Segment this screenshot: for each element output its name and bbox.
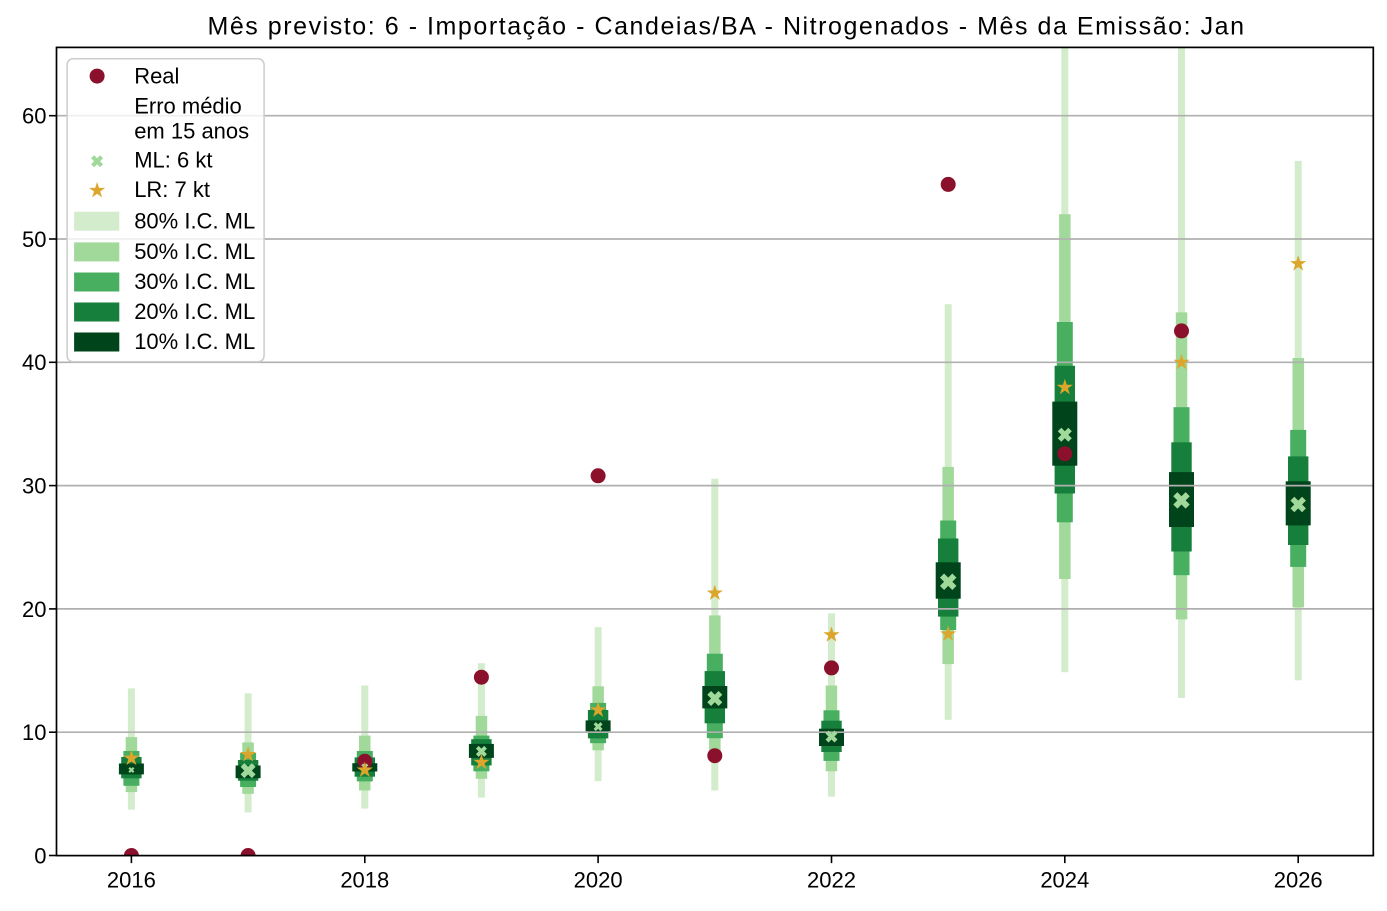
svg-text:ML: 6 kt: ML: 6 kt [134,148,212,173]
svg-text:0: 0 [34,843,46,868]
svg-text:50: 50 [22,227,46,252]
svg-text:Real: Real [134,64,179,89]
svg-text:2022: 2022 [807,868,856,893]
svg-text:2018: 2018 [340,868,389,893]
svg-text:2020: 2020 [574,868,623,893]
svg-text:80% I.C. ML: 80% I.C. ML [134,208,255,233]
svg-text:40: 40 [22,350,46,375]
svg-text:2024: 2024 [1040,868,1089,893]
svg-text:Mês previsto: 6 - Importação -: Mês previsto: 6 - Importação - Candeias/… [207,13,1245,41]
svg-text:30: 30 [22,474,46,499]
svg-text:30% I.C. ML: 30% I.C. ML [134,269,255,294]
svg-text:60: 60 [22,104,46,129]
svg-text:em 15 anos: em 15 anos [134,119,249,144]
svg-text:2026: 2026 [1274,868,1323,893]
svg-text:20% I.C. ML: 20% I.C. ML [134,299,255,324]
svg-text:10% I.C. ML: 10% I.C. ML [134,329,255,354]
svg-text:10: 10 [22,720,46,745]
svg-text:20: 20 [22,597,46,622]
svg-text:50% I.C. ML: 50% I.C. ML [134,239,255,264]
svg-text:2016: 2016 [107,868,156,893]
svg-text:Erro médio: Erro médio [134,94,242,119]
svg-text:LR: 7 kt: LR: 7 kt [134,177,210,202]
